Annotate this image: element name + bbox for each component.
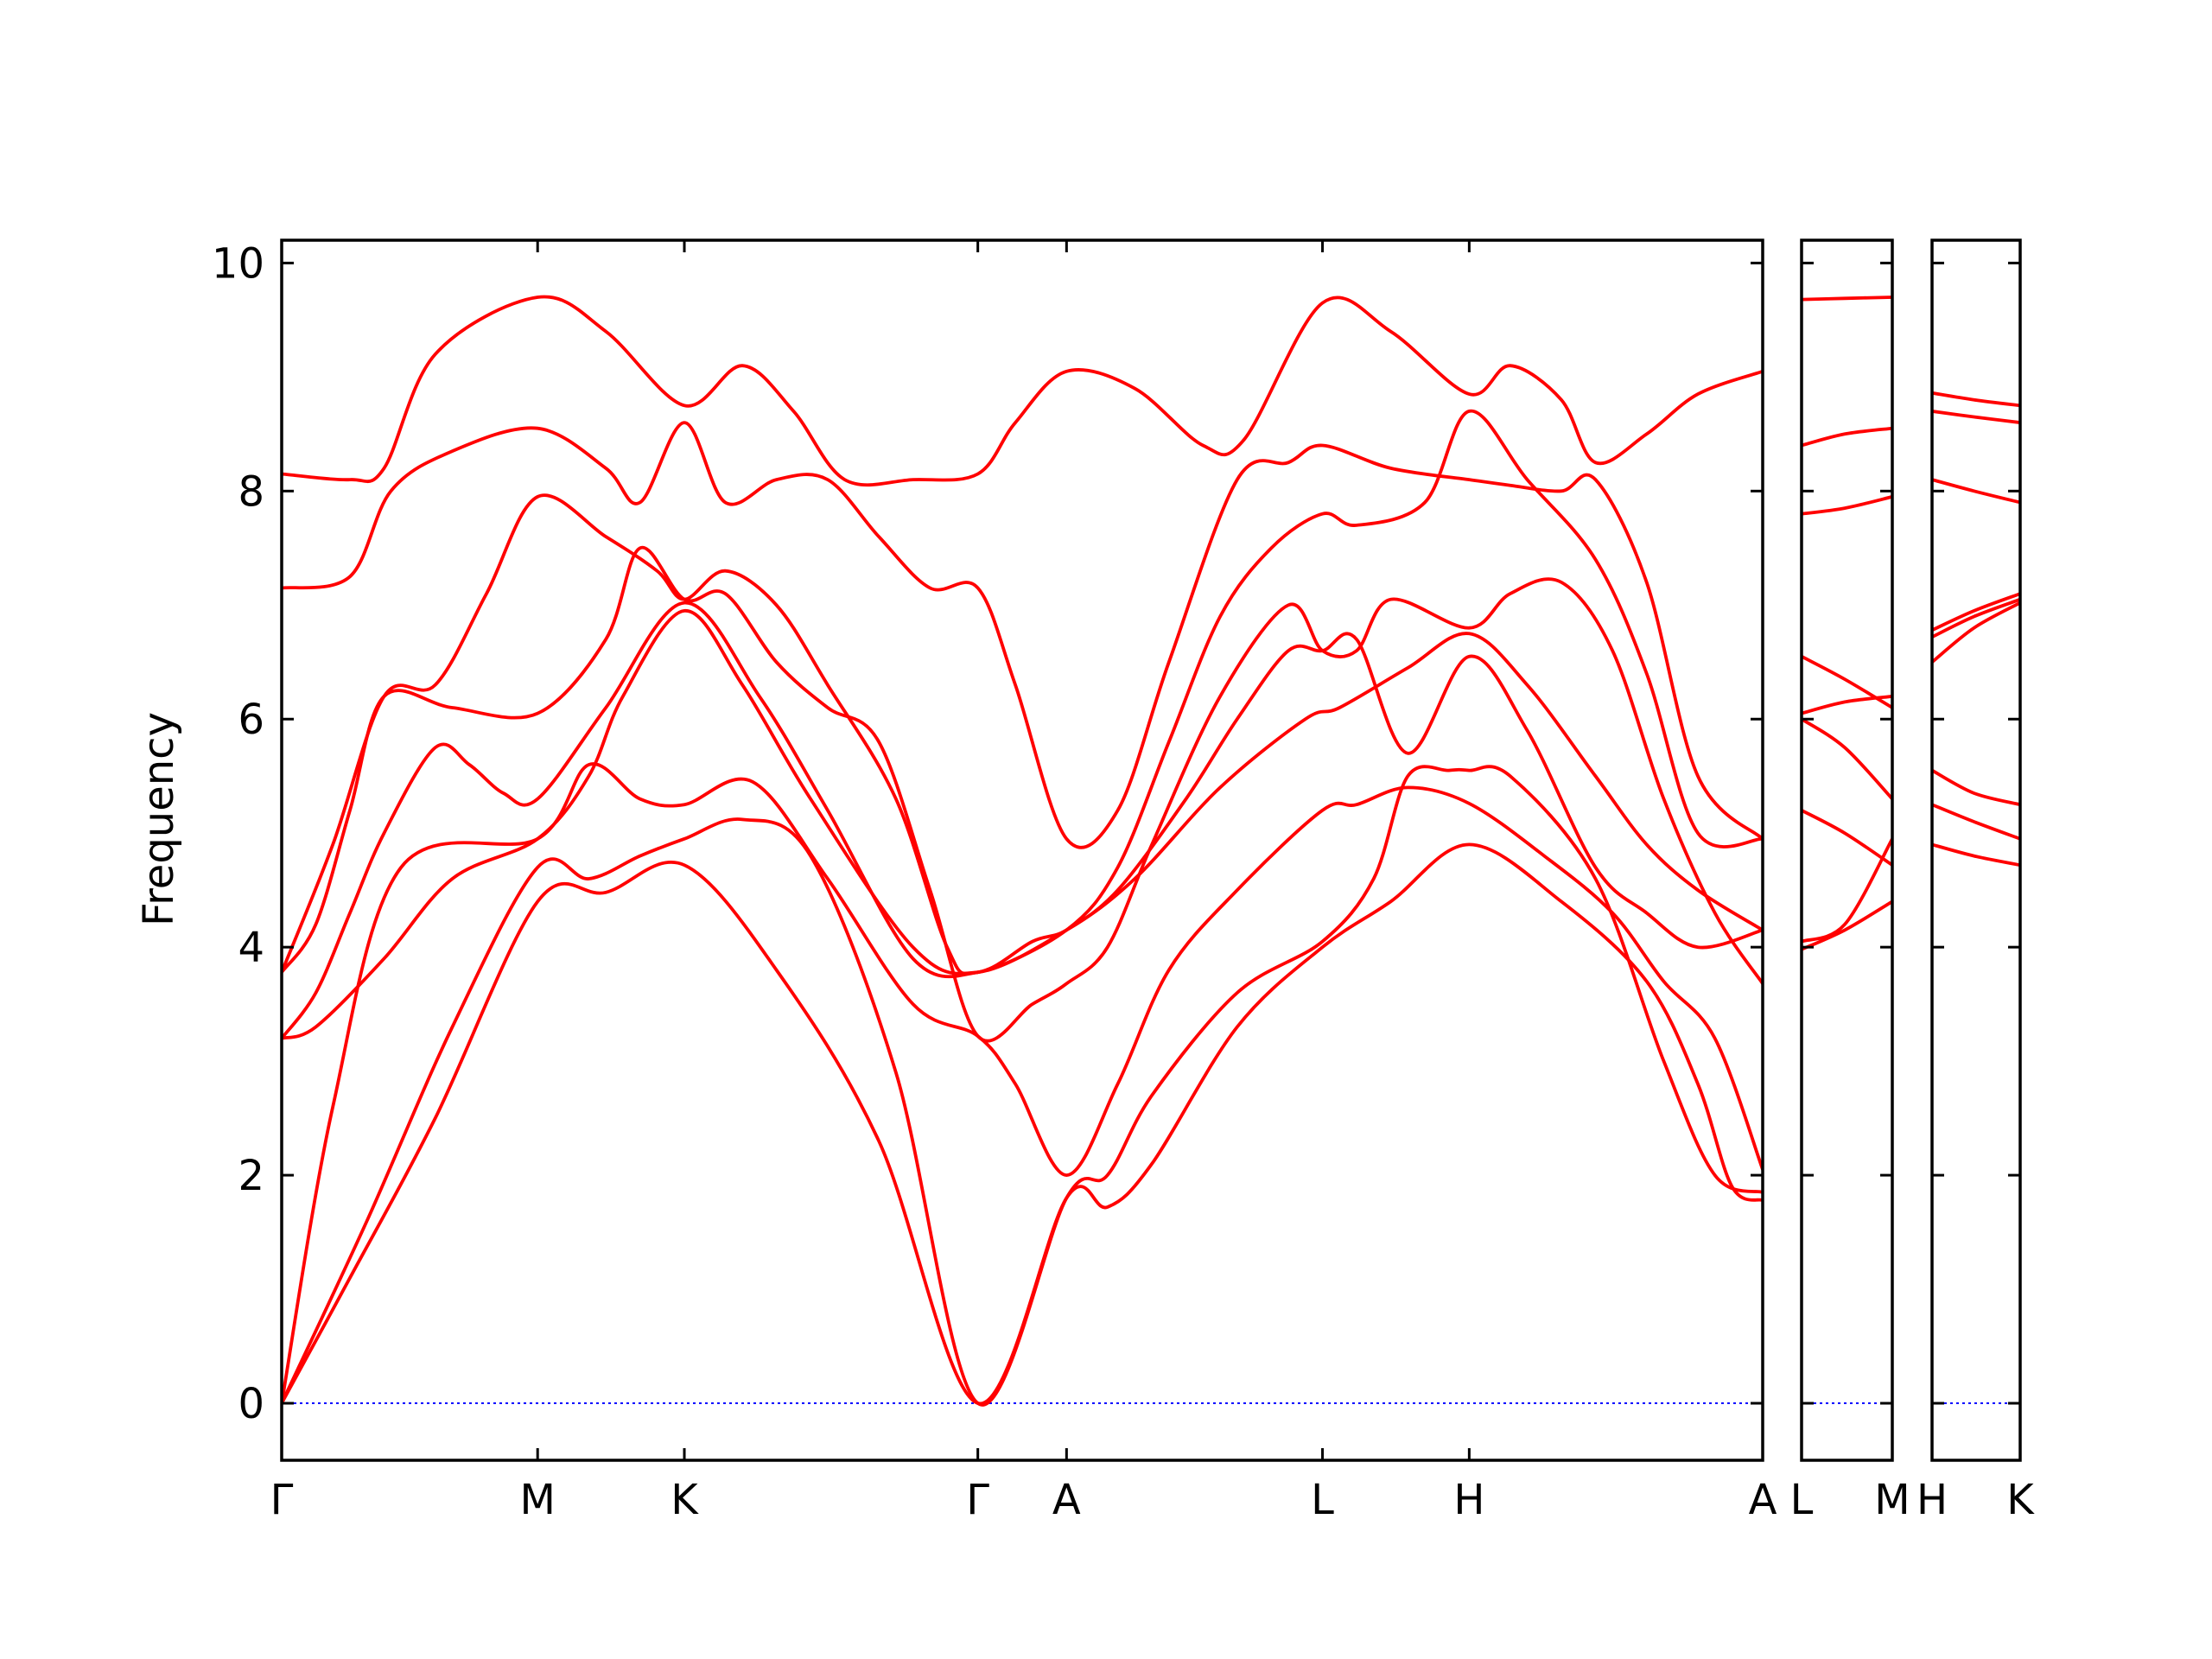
y-tick-label: 4 [238, 924, 264, 972]
x-tick-label: L [1790, 1476, 1814, 1524]
x-tick-label: K [2006, 1476, 2035, 1524]
phonon-band-1 [1802, 899, 1892, 951]
phonon-band-6 [1802, 654, 1892, 709]
phonon-band-9 [1932, 391, 2020, 408]
y-tick-label: 0 [238, 1380, 264, 1428]
x-tick-label: H [1916, 1476, 1948, 1524]
bands-group [1932, 391, 2020, 868]
plot-frame [1930, 238, 2022, 1462]
bands-group [1802, 296, 1892, 951]
phonon-band-1 [282, 842, 1763, 1405]
x-tick-label: L [1311, 1476, 1334, 1524]
x-tick-label: K [671, 1476, 699, 1524]
x-tick-label: A [1749, 1476, 1777, 1524]
phonon-band-5 [1802, 695, 1892, 715]
panel-1: 0 2 4 6 8 10 Γ M K Γ A L H A [212, 238, 1777, 1524]
phonon-band-6 [282, 545, 1763, 1043]
x-tick-label: H [1453, 1476, 1484, 1524]
phonon-band-5 [1932, 597, 2020, 639]
y-axis-label: Frequency [135, 712, 183, 926]
phonon-band-3 [1802, 808, 1892, 868]
plot-frame [280, 238, 1764, 1462]
phonon-band-7 [282, 409, 1763, 976]
y-tick-label: 6 [238, 696, 264, 744]
x-tick-label: M [519, 1476, 555, 1524]
y-tick-label: 10 [212, 239, 264, 288]
plot-frame [1800, 238, 1894, 1462]
phonon-band-6 [1932, 592, 2020, 632]
phonon-band-7 [1802, 495, 1892, 516]
phonon-band-1 [1932, 842, 2020, 868]
y-tick-label: 8 [238, 467, 264, 516]
phonon-band-7 [1932, 478, 2020, 505]
phonon-band-8 [1932, 410, 2020, 424]
x-tick-label: Γ [270, 1476, 294, 1524]
phonon-band-3 [282, 762, 1763, 1405]
phonon-band-8 [1802, 426, 1892, 448]
phonon-band-8 [282, 421, 1763, 849]
x-tick-label: A [1052, 1476, 1081, 1524]
phonon-band-4 [1932, 601, 2020, 664]
bands-group [282, 295, 1763, 1407]
phonon-band-2 [282, 765, 1763, 1407]
phonon-band-2 [1932, 803, 2020, 841]
phonon-band-4 [1802, 717, 1892, 801]
phonon-band-5 [282, 601, 1763, 1040]
phonon-band-9 [1802, 296, 1892, 302]
phonon-band-2 [1802, 836, 1892, 944]
x-tick-label: M [1874, 1476, 1910, 1524]
phonon-band-9 [282, 295, 1763, 487]
phonon-band-4 [282, 609, 1763, 1040]
y-tick-label: 2 [238, 1152, 264, 1200]
phonon-band-3 [1932, 768, 2020, 807]
x-tick-label: Γ [966, 1476, 989, 1524]
